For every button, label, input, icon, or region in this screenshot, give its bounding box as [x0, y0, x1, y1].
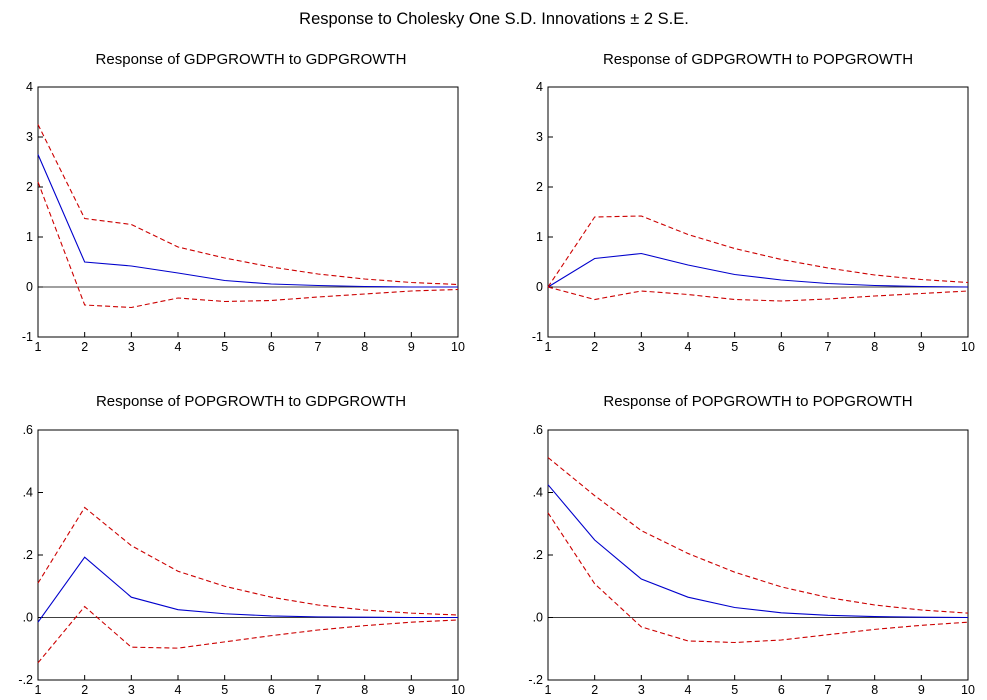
response-line	[547, 484, 969, 619]
y-tick-label: -.2	[18, 673, 33, 687]
upper-band-line	[547, 215, 969, 288]
response-line	[37, 556, 458, 623]
response-line	[37, 154, 458, 288]
panel-title: Response of GDPGROWTH to POPGROWTH	[603, 51, 913, 68]
upper-band-line	[37, 506, 459, 616]
lower-band-line	[547, 286, 969, 302]
x-tick-label: 6	[778, 683, 785, 697]
lower-band-line	[547, 512, 969, 644]
x-tick-label: 3	[128, 340, 135, 354]
y-tick-label: 3	[536, 130, 543, 144]
y-tick-label: .2	[533, 548, 543, 562]
panel-title: Response of POPGROWTH to POPGROWTH	[603, 393, 912, 410]
x-tick-label: 2	[81, 340, 88, 354]
x-tick-label: 3	[638, 683, 645, 697]
y-tick-label: 0	[26, 280, 33, 294]
x-tick-label: 7	[825, 340, 832, 354]
x-tick-label: 9	[408, 340, 415, 354]
x-tick-label: 2	[81, 683, 88, 697]
x-tick-label: 5	[731, 340, 738, 354]
x-tick-label: 4	[685, 340, 692, 354]
x-tick-label: 10	[961, 340, 975, 354]
y-tick-label: -1	[532, 330, 543, 344]
y-tick-label: 4	[26, 80, 33, 94]
x-tick-label: 5	[221, 683, 228, 697]
x-tick-label: 8	[361, 683, 368, 697]
x-tick-label: 8	[871, 340, 878, 354]
x-tick-label: 5	[731, 683, 738, 697]
x-tick-label: 5	[221, 340, 228, 354]
x-tick-label: 1	[545, 683, 552, 697]
x-tick-label: 3	[128, 683, 135, 697]
y-tick-label: 1	[536, 230, 543, 244]
panel-pop-to-pop: Response of POPGROWTH to POPGROWTH -.2 .0.…	[528, 393, 975, 697]
x-tick-label: 4	[175, 340, 182, 354]
x-tick-label: 1	[35, 340, 42, 354]
y-tick-label: .0	[533, 611, 543, 625]
y-tick-label: -1	[22, 330, 33, 344]
y-tick-label: 3	[26, 130, 33, 144]
y-tick-label: .2	[23, 548, 33, 562]
y-tick-label: 2	[26, 180, 33, 194]
x-tick-label: 9	[408, 683, 415, 697]
response-line	[547, 252, 969, 288]
y-tick-label: .6	[23, 423, 33, 437]
upper-band-line	[37, 124, 459, 286]
x-tick-label: 9	[918, 683, 925, 697]
plot-frame	[547, 429, 969, 681]
x-tick-label: 2	[591, 340, 598, 354]
x-tick-label: 10	[961, 683, 975, 697]
x-tick-label: 1	[545, 340, 552, 354]
y-tick-label: .4	[23, 486, 33, 500]
x-tick-label: 7	[315, 340, 322, 354]
x-tick-label: 9	[918, 340, 925, 354]
x-tick-label: 4	[685, 683, 692, 697]
panel-title: Response of POPGROWTH to GDPGROWTH	[96, 393, 406, 410]
x-tick-label: 3	[638, 340, 645, 354]
x-tick-label: 8	[871, 683, 878, 697]
x-tick-label: 7	[825, 683, 832, 697]
panel-title: Response of GDPGROWTH to GDPGROWTH	[96, 51, 407, 68]
x-tick-label: 10	[451, 683, 465, 697]
y-tick-label: 0	[536, 280, 543, 294]
y-tick-label: .4	[533, 486, 543, 500]
y-tick-label: .0	[23, 611, 33, 625]
x-tick-label: 6	[778, 340, 785, 354]
panel-gdp-to-gdp: Response of GDPGROWTH to GDPGROWTH -1 0 1 2 3…	[22, 51, 465, 354]
plot-frame	[37, 429, 459, 681]
x-tick-label: 7	[315, 683, 322, 697]
figure-title: Response to Cholesky One S.D. Innovation…	[299, 10, 689, 28]
panel-gdp-to-pop: Response of GDPGROWTH to POPGROWTH -1 0 1 2 3…	[532, 51, 975, 354]
x-tick-label: 6	[268, 340, 275, 354]
x-tick-label: 6	[268, 683, 275, 697]
y-tick-label: 2	[536, 180, 543, 194]
upper-band-line	[547, 457, 969, 614]
panel-pop-to-gdp: Response of POPGROWTH to GDPGROWTH -.2 .0.…	[18, 393, 465, 697]
plot-frame	[37, 86, 459, 338]
x-tick-label: 8	[361, 340, 368, 354]
x-tick-label: 1	[35, 683, 42, 697]
lower-band-line	[37, 181, 459, 309]
y-tick-label: .6	[533, 423, 543, 437]
y-tick-label: 1	[26, 230, 33, 244]
x-tick-label: 10	[451, 340, 465, 354]
x-tick-label: 4	[175, 683, 182, 697]
y-tick-label: 4	[536, 80, 543, 94]
x-tick-label: 2	[591, 683, 598, 697]
lower-band-line	[37, 605, 459, 664]
plot-frame	[547, 86, 969, 338]
y-tick-label: -.2	[528, 673, 543, 687]
